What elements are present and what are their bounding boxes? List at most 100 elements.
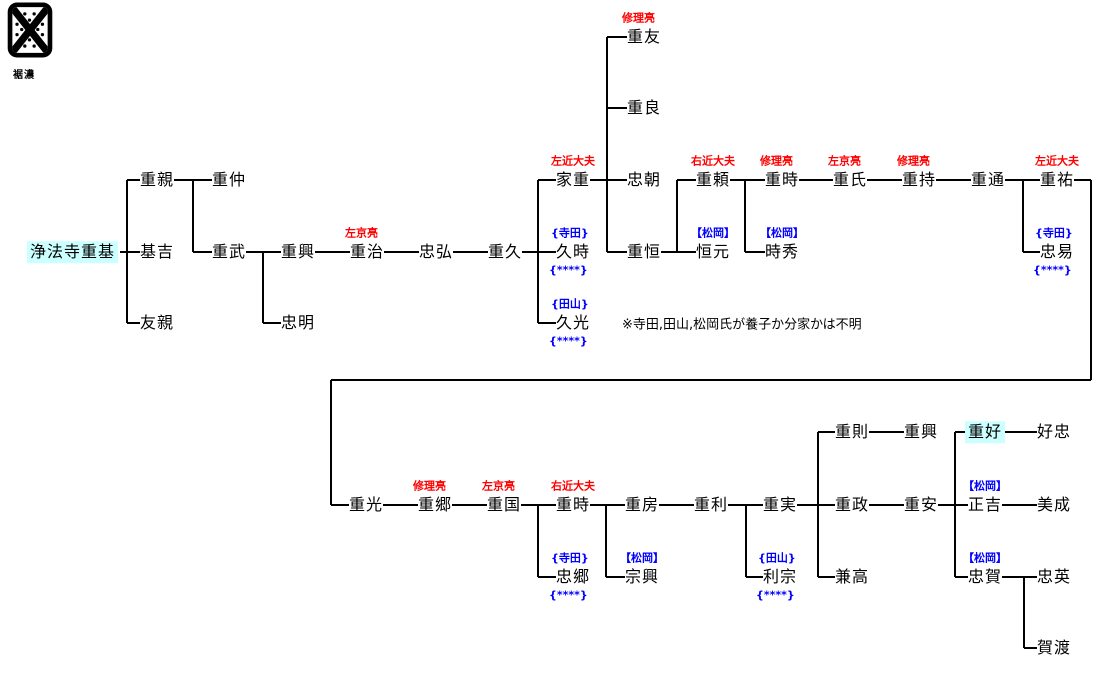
tree-connector-line	[730, 179, 745, 181]
tree-connector-line	[452, 504, 487, 506]
tree-connector-line	[661, 251, 677, 253]
person-shigeyoshi2: 重好	[965, 421, 1006, 443]
tree-connector-line	[1023, 577, 1025, 648]
tree-connector-line	[745, 505, 747, 577]
tree-connector-line	[659, 504, 694, 506]
rank-label-ieshige: 左近大夫	[551, 154, 595, 168]
person-tadahide: 忠英	[1037, 567, 1072, 587]
tree-connector-line	[797, 504, 818, 506]
tree-connector-line	[538, 322, 556, 324]
branch-placeholder-hisamitsu: {****}	[549, 334, 588, 348]
tree-connector-line	[246, 251, 263, 253]
person-shigezane: 重実	[763, 495, 798, 515]
crest-caption: 裾濃	[13, 70, 35, 81]
person-shigeyoshi: 重良	[627, 98, 662, 118]
clan-crest-icon	[7, 2, 53, 58]
tree-connector-line	[538, 251, 556, 253]
tree-connector-line	[605, 505, 607, 577]
tree-connector-line	[1024, 647, 1037, 649]
branch-label-masayoshi: 【松岡】	[963, 479, 1007, 493]
tree-connector-line	[867, 179, 902, 181]
branch-label-toshimune: {田山}	[758, 551, 796, 565]
tree-connector-line	[1090, 180, 1092, 380]
tree-connector-line	[607, 107, 627, 109]
tree-connector-line	[174, 179, 193, 181]
tree-connector-line	[262, 252, 264, 323]
tree-connector-line	[955, 431, 966, 433]
person-tadayasu: 忠易	[1040, 242, 1075, 262]
branch-label-tadasato: {寺田}	[551, 551, 589, 565]
rank-label-shigesuke: 左近大夫	[1035, 154, 1079, 168]
tree-connector-line	[818, 431, 835, 433]
tree-connector-line	[330, 380, 332, 505]
tree-connector-line	[331, 379, 1091, 381]
person-shigeuji: 重氏	[833, 170, 868, 190]
branch-placeholder-toshimune: {****}	[756, 588, 795, 602]
tree-connector-line	[120, 251, 127, 253]
person-shigekuni: 重国	[487, 495, 522, 515]
person-masayoshi: 正吉	[968, 495, 1003, 515]
person-shigeoki2: 重興	[904, 422, 939, 442]
tree-connector-line	[127, 322, 140, 324]
tree-connector-line	[383, 504, 418, 506]
person-ieshige: 家重	[556, 170, 591, 190]
person-toshimune: 利宗	[763, 567, 798, 587]
tree-connector-line	[538, 179, 556, 181]
tree-connector-line	[127, 251, 140, 253]
tree-connector-line	[590, 504, 606, 506]
branch-placeholder-hisatoki: {****}	[549, 263, 588, 277]
person-tadayoshi: 忠賀	[968, 567, 1003, 587]
person-shigemasa: 重政	[835, 495, 870, 515]
footnote-text: ※寺田,田山,松岡氏が養子か分家かは不明	[622, 317, 862, 333]
person-shigeyori: 重頼	[696, 170, 731, 190]
person-hisamitsu: 久光	[556, 313, 591, 333]
person-shigetoki2: 重時	[556, 495, 591, 515]
tree-connector-line	[193, 179, 212, 181]
person-shigeoki: 重興	[281, 242, 316, 262]
rank-label-shigeharu: 左京亮	[345, 226, 378, 240]
branch-label-tadayoshi: 【松岡】	[963, 551, 1007, 565]
branch-label-tokihide: 【松岡】	[760, 226, 804, 240]
tree-connector-line	[746, 504, 763, 506]
person-gato: 賀渡	[1037, 638, 1072, 658]
tree-connector-line	[745, 179, 765, 181]
tree-connector-line	[677, 251, 696, 253]
tree-connector-line	[1005, 431, 1037, 433]
rank-label-shigetomo: 修理亮	[622, 11, 655, 25]
tree-connector-line	[384, 251, 419, 253]
tree-connector-line	[193, 251, 212, 253]
tree-connector-line	[331, 504, 349, 506]
tree-connector-line	[869, 504, 904, 506]
person-shigefusa: 重房	[625, 495, 660, 515]
tree-connector-line	[745, 251, 765, 253]
person-tomochika: 友親	[140, 313, 175, 333]
tree-connector-line	[677, 179, 696, 181]
person-yoshitada: 好忠	[1037, 422, 1072, 442]
tree-connector-line	[869, 431, 904, 433]
branch-label-tsunemoto: 【松岡】	[691, 226, 735, 240]
person-yoshinari: 美成	[1037, 495, 1072, 515]
person-tsunemoto: 恒元	[696, 242, 731, 262]
rank-label-shigekuni: 左京亮	[482, 479, 515, 493]
rank-label-shigetoki1: 修理亮	[760, 154, 793, 168]
tree-connector-line	[1074, 179, 1091, 181]
person-tadahiro: 忠弘	[419, 242, 454, 262]
tree-connector-line	[955, 504, 968, 506]
rank-label-shigeuji: 左京亮	[828, 154, 861, 168]
branch-label-muneoki: 【松岡】	[620, 551, 664, 565]
tree-connector-line	[936, 179, 971, 181]
rank-label-shigesato: 修理亮	[413, 479, 446, 493]
tree-connector-line	[728, 504, 746, 506]
person-muneoki: 宗興	[625, 567, 660, 587]
person-shigemochi: 重持	[902, 170, 937, 190]
tree-connector-line	[746, 576, 763, 578]
tree-connector-line	[263, 251, 281, 253]
tree-connector-line	[606, 37, 608, 252]
tree-connector-line	[521, 504, 538, 506]
person-shigetoshi: 重利	[694, 495, 729, 515]
person-shigemichi: 重通	[971, 170, 1006, 190]
tree-connector-line	[192, 180, 194, 252]
tree-connector-line	[1005, 179, 1023, 181]
person-shigehisa: 重久	[488, 242, 523, 262]
